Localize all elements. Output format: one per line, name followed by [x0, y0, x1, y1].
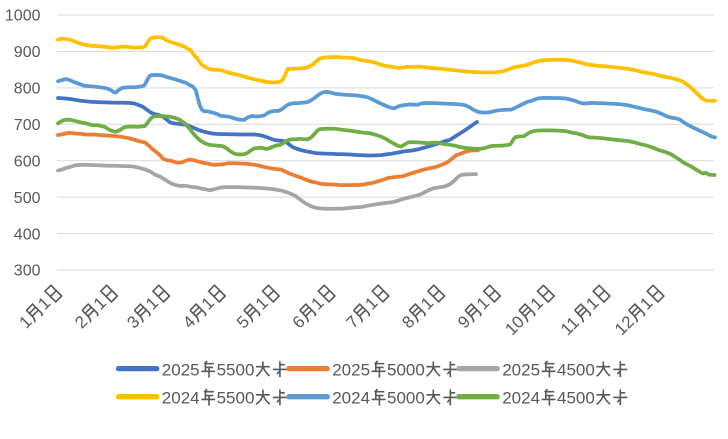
svg-text:400: 400	[14, 226, 41, 243]
svg-text:5000: 5000	[387, 388, 425, 407]
svg-text:1000: 1000	[5, 8, 41, 25]
svg-text:2025: 2025	[332, 360, 370, 379]
svg-text:5500: 5500	[217, 388, 255, 407]
svg-text:800: 800	[14, 81, 41, 98]
svg-text:300: 300	[14, 263, 41, 280]
svg-text:5000: 5000	[387, 360, 425, 379]
svg-text:4500: 4500	[557, 388, 595, 407]
svg-text:2024: 2024	[502, 388, 540, 407]
svg-text:2025: 2025	[162, 360, 200, 379]
svg-text:2025: 2025	[502, 360, 540, 379]
svg-text:2024: 2024	[332, 388, 370, 407]
svg-text:5500: 5500	[217, 360, 255, 379]
svg-text:700: 700	[14, 117, 41, 134]
svg-text:2024: 2024	[162, 388, 200, 407]
svg-text:500: 500	[14, 190, 41, 207]
svg-text:4500: 4500	[557, 360, 595, 379]
svg-text:600: 600	[14, 153, 41, 170]
svg-text:900: 900	[14, 44, 41, 61]
